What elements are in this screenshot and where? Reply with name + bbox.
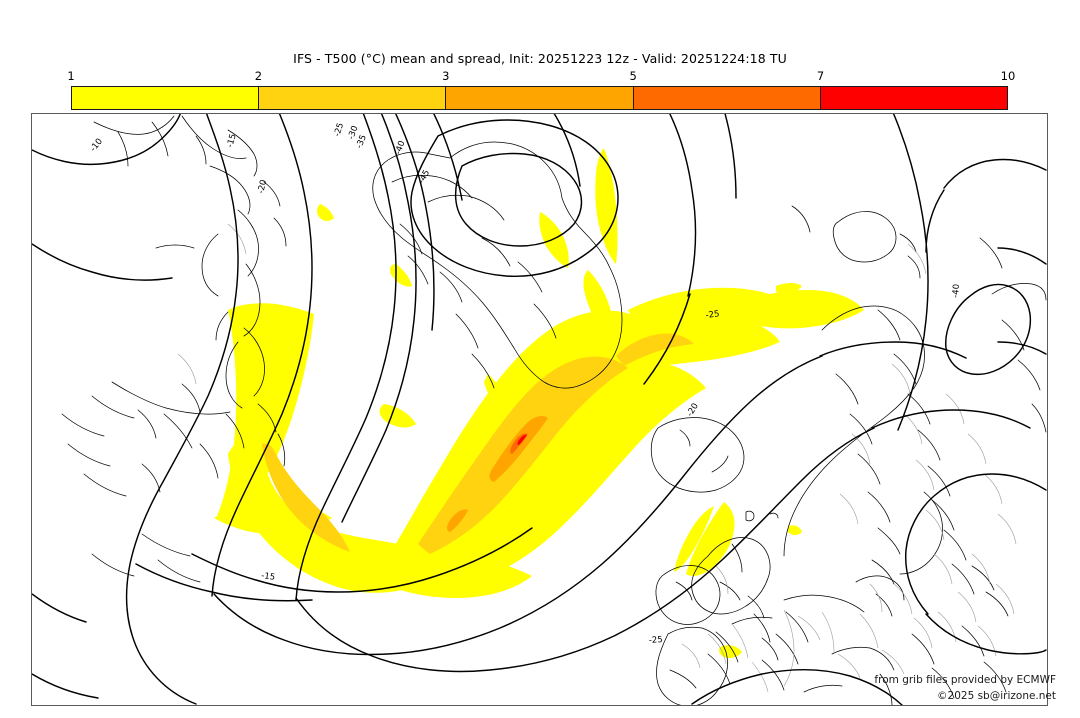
colorbar-segment bbox=[259, 87, 447, 109]
contour-label: -40 bbox=[951, 284, 962, 299]
contour-label: -25 bbox=[332, 122, 346, 138]
colorbar-tick-label: 7 bbox=[816, 69, 825, 83]
spread-contour-yellow-greenland bbox=[595, 148, 618, 264]
contour-layer bbox=[32, 114, 1047, 705]
spread-contour-yellow-bay bbox=[674, 506, 714, 572]
colorbar: 1 2 3 5 7 10 bbox=[67, 69, 1015, 110]
colorbar-segment bbox=[72, 87, 260, 109]
contour-label: -25 bbox=[705, 309, 720, 321]
colorbar-tick-label: 10 bbox=[1000, 69, 1016, 83]
spread-contour-yellow-small bbox=[379, 404, 416, 428]
spread-contour-yellow-greenland bbox=[583, 270, 613, 342]
spread-contour-yellow-band bbox=[422, 362, 706, 586]
contour-label: -40 bbox=[393, 140, 407, 156]
contour-label: -10 bbox=[88, 137, 104, 154]
page-title: IFS - T500 (°C) mean and spread, Init: 2… bbox=[293, 51, 787, 66]
spread-contour-yellow-bay bbox=[686, 502, 735, 576]
colorbar-tick-label: 1 bbox=[67, 69, 75, 83]
spread-contour-yellow-greenland bbox=[539, 212, 569, 268]
colorbar-segment bbox=[446, 87, 634, 109]
spread-contour-yellow-small bbox=[776, 283, 802, 294]
contour-label: -20 bbox=[685, 402, 701, 419]
map-plot-area: -10 -15 -15 -20 -20 -25 -25 -25 -30 -35 … bbox=[31, 113, 1048, 706]
spread-contour-gold bbox=[262, 443, 350, 552]
country-border-layer bbox=[177, 223, 1017, 693]
map-canvas: -10 -15 -15 -20 -20 -25 -25 -25 -30 -35 … bbox=[32, 114, 1047, 705]
spread-contour-gold bbox=[616, 333, 694, 366]
contour-label: -25 bbox=[649, 635, 664, 646]
spread-contour-yellow-small bbox=[389, 264, 412, 287]
spread-contour-yellow-small bbox=[317, 204, 334, 221]
spread-contour-orange bbox=[447, 509, 468, 532]
contour-label: -15 bbox=[261, 571, 276, 583]
colorbar-tick-label: 5 bbox=[629, 69, 637, 83]
coastline-layer bbox=[61, 115, 1047, 705]
contour-label: -30 bbox=[346, 125, 360, 141]
contour-label: -15 bbox=[225, 133, 238, 149]
spread-contour-orange bbox=[489, 416, 548, 482]
spread-shading-layer bbox=[214, 148, 864, 659]
colorbar-tick-labels: 1 2 3 5 7 10 bbox=[67, 69, 1015, 85]
contour-label: -20 bbox=[256, 179, 269, 195]
colorbar-tick-label: 3 bbox=[442, 69, 450, 83]
spread-contour-yellow-small bbox=[788, 525, 802, 535]
copyright-credit: ©2025 sb@irizone.net bbox=[937, 690, 1056, 702]
data-source-credit: from grib files provided by ECMWF bbox=[874, 674, 1056, 686]
contour-label-layer: -10 -15 -15 -20 -20 -25 -25 -25 -30 -35 … bbox=[88, 122, 961, 646]
colorbar-segment bbox=[820, 87, 1008, 109]
colorbar-tick-label: 2 bbox=[254, 69, 263, 83]
colorbar-gradient bbox=[71, 86, 1008, 110]
contour-label: -35 bbox=[355, 133, 369, 150]
spread-contour-gold bbox=[418, 356, 628, 554]
spread-contour-yellow-tongue bbox=[722, 290, 864, 329]
spread-contour-red bbox=[517, 434, 527, 445]
colorbar-segment bbox=[633, 87, 821, 109]
